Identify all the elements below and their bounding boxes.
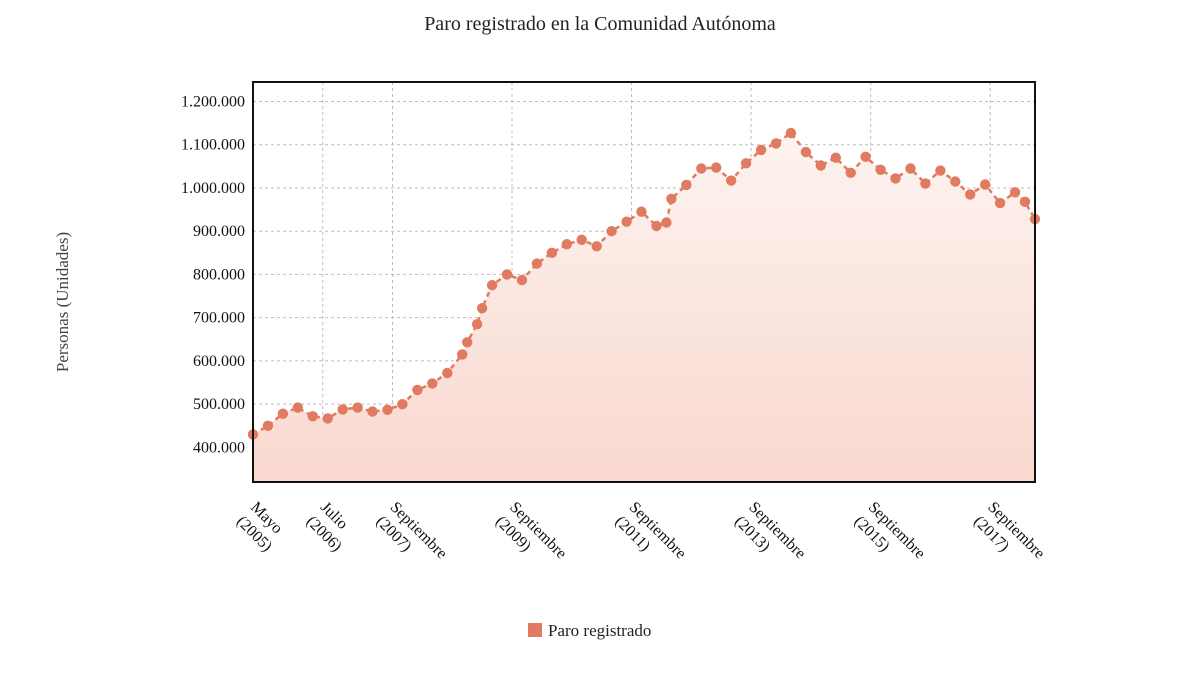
data-point[interactable] (516, 274, 528, 286)
y-axis-ticks: 400.000 500.000 600.000 700.000 800.000 900.0… (181, 93, 245, 456)
data-point[interactable] (501, 269, 513, 280)
legend-swatch (528, 623, 542, 637)
data-points (247, 127, 1041, 440)
data-point[interactable] (1019, 196, 1031, 207)
y-tick-label: 900.000 (193, 223, 245, 240)
data-point[interactable] (890, 173, 901, 184)
data-point[interactable] (950, 176, 961, 187)
data-point[interactable] (606, 226, 617, 237)
y-tick-label: 1.200.000 (181, 93, 245, 110)
data-point[interactable] (845, 167, 856, 178)
data-point[interactable] (920, 178, 931, 189)
plot-frame (252, 81, 1036, 483)
y-tick-label: 400.000 (193, 439, 245, 456)
data-point[interactable] (531, 258, 543, 269)
data-point[interactable] (457, 349, 468, 360)
series-area (253, 133, 1035, 482)
data-point[interactable] (476, 303, 488, 314)
data-point[interactable] (352, 402, 363, 413)
data-point[interactable] (561, 239, 572, 250)
data-point[interactable] (486, 280, 498, 291)
data-point[interactable] (367, 406, 378, 417)
data-point[interactable] (322, 413, 333, 424)
data-point[interactable] (307, 411, 318, 422)
data-point[interactable] (382, 404, 393, 415)
data-point[interactable] (591, 241, 602, 252)
data-point[interactable] (636, 206, 647, 217)
data-point[interactable] (651, 220, 662, 232)
data-point[interactable] (740, 158, 752, 169)
data-point[interactable] (427, 378, 438, 389)
data-point[interactable] (770, 138, 782, 149)
x-tick-label: Septiembre(2015) (851, 499, 929, 577)
y-tick-label: 700.000 (193, 310, 245, 327)
data-point[interactable] (875, 164, 886, 175)
y-tick-label: 1.100.000 (181, 137, 245, 154)
x-tick-label: Julio(2006) (303, 499, 359, 555)
data-point[interactable] (711, 162, 722, 173)
data-point[interactable] (815, 160, 826, 171)
data-point[interactable] (621, 216, 632, 227)
data-point[interactable] (965, 189, 976, 200)
data-point[interactable] (661, 217, 672, 228)
data-point[interactable] (546, 247, 558, 258)
data-point[interactable] (905, 163, 916, 174)
x-axis-ticks: Mayo(2005) Julio(2006) Septiembre(2007) Sep… (233, 499, 1048, 577)
x-tick-label: Septiembre(2007) (372, 499, 450, 577)
data-point[interactable] (935, 165, 946, 176)
data-point[interactable] (471, 319, 483, 330)
y-tick-label: 500.000 (193, 396, 245, 413)
data-point[interactable] (755, 144, 767, 156)
data-point[interactable] (666, 193, 677, 204)
data-point[interactable] (277, 408, 289, 419)
data-point[interactable] (726, 175, 737, 186)
legend[interactable]: Paro registrado (528, 621, 651, 640)
y-tick-label: 800.000 (193, 266, 245, 283)
x-tick-label: Mayo(2005) (233, 499, 289, 555)
y-tick-label: 600.000 (193, 353, 245, 370)
data-point[interactable] (462, 337, 473, 348)
data-point[interactable] (412, 384, 423, 396)
data-point[interactable] (681, 179, 692, 191)
data-point[interactable] (980, 179, 991, 190)
x-tick-label: Septiembre(2009) (492, 499, 570, 577)
data-point[interactable] (262, 420, 274, 431)
plot-area (252, 131, 1037, 482)
data-point[interactable] (397, 399, 408, 410)
data-point[interactable] (442, 367, 453, 379)
y-tick-label: 1.000.000 (181, 180, 245, 197)
data-point[interactable] (785, 127, 797, 139)
y-axis-label: Personas (Unidades) (53, 232, 72, 372)
data-point[interactable] (337, 404, 348, 415)
data-point[interactable] (576, 234, 587, 245)
x-tick-label: Septiembre(2013) (731, 499, 809, 577)
x-tick-label: Septiembre(2011) (612, 499, 690, 577)
chart-title: Paro registrado en la Comunidad Autónoma (424, 13, 776, 35)
data-point[interactable] (830, 152, 841, 163)
data-point[interactable] (696, 163, 707, 174)
data-point[interactable] (1009, 187, 1021, 198)
data-point[interactable] (292, 402, 303, 413)
data-point[interactable] (800, 146, 812, 158)
legend-label: Paro registrado (548, 621, 651, 640)
x-tick-label: Septiembre(2017) (970, 499, 1048, 577)
data-point[interactable] (860, 151, 871, 162)
data-point[interactable] (994, 197, 1006, 209)
